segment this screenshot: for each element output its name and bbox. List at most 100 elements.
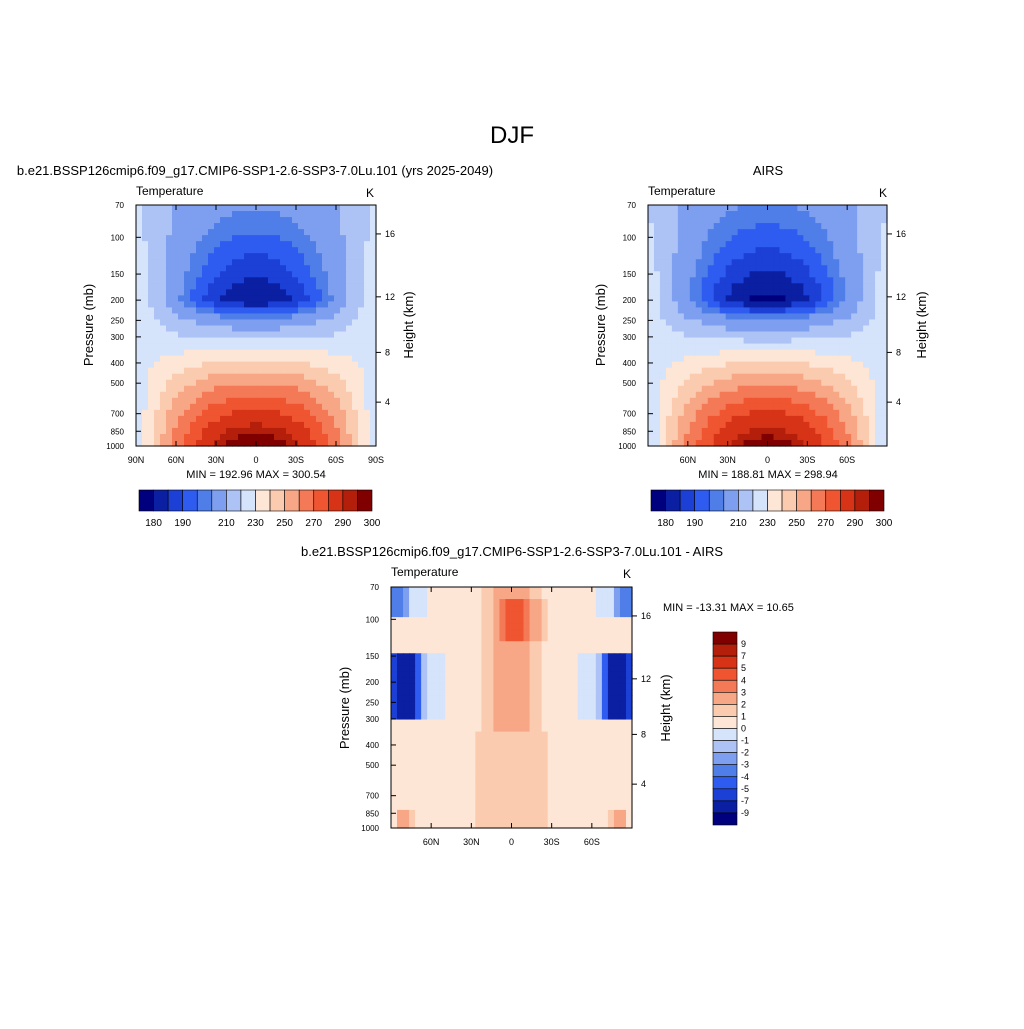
field-cell <box>666 313 673 320</box>
field-cell <box>690 301 697 308</box>
field-cell <box>274 356 281 363</box>
field-cell <box>809 368 816 375</box>
field-cell <box>445 659 452 666</box>
field-cell <box>845 338 852 345</box>
field-cell <box>542 726 549 733</box>
field-cell <box>298 307 305 314</box>
field-cell <box>457 816 464 823</box>
field-cell <box>542 641 549 648</box>
y2-tick-label: 16 <box>896 229 906 239</box>
field-cell <box>250 362 257 369</box>
field-cell <box>560 816 567 823</box>
field-cell <box>654 265 661 272</box>
field-cell <box>821 211 828 218</box>
field-cell <box>863 319 870 326</box>
field-cell <box>220 223 227 230</box>
field-cell <box>214 235 221 242</box>
field-cell <box>548 726 555 733</box>
field-cell <box>524 599 531 606</box>
field-cell <box>779 392 786 399</box>
field-cell <box>857 434 864 441</box>
field-cell <box>590 599 597 606</box>
field-cell <box>596 804 603 811</box>
field-cell <box>322 253 329 260</box>
field-cell <box>160 223 167 230</box>
field-cell <box>244 229 251 236</box>
field-cell <box>148 295 155 302</box>
field-cell <box>827 301 834 308</box>
field-cell <box>160 277 167 284</box>
field-cell <box>166 404 173 411</box>
field-cell <box>596 762 603 769</box>
field-cell <box>875 265 882 272</box>
field-cell <box>768 301 775 308</box>
field-cell <box>803 386 810 393</box>
field-cell <box>572 611 579 618</box>
field-cell <box>403 732 410 739</box>
field-cell <box>542 623 549 630</box>
field-cell <box>334 404 341 411</box>
field-cell <box>672 350 679 357</box>
field-cell <box>678 398 685 405</box>
field-cell <box>596 798 603 805</box>
field-cell <box>220 350 227 357</box>
field-cell <box>403 756 410 763</box>
field-cell <box>560 726 567 733</box>
field-cell <box>797 217 804 224</box>
field-cell <box>487 599 494 606</box>
field-cell <box>280 386 287 393</box>
field-cell <box>768 344 775 351</box>
field-cell <box>148 271 155 278</box>
field-cell <box>648 265 655 272</box>
field-cell <box>542 635 549 642</box>
field-cell <box>184 301 191 308</box>
field-cell <box>732 326 739 333</box>
field-cell <box>214 428 221 435</box>
field-cell <box>744 368 751 375</box>
field-cell <box>184 398 191 405</box>
field-cell <box>797 271 804 278</box>
field-cell <box>493 587 500 594</box>
field-cell <box>172 289 179 296</box>
field-cell <box>530 798 537 805</box>
field-cell <box>512 695 519 702</box>
field-cell <box>415 653 422 660</box>
field-cell <box>696 410 703 417</box>
field-cell <box>750 259 757 266</box>
field-cell <box>457 768 464 775</box>
field-cell <box>220 404 227 411</box>
field-cell <box>803 205 810 212</box>
field-cell <box>439 683 446 690</box>
field-cell <box>690 277 697 284</box>
field-cell <box>578 587 585 594</box>
field-cell <box>481 726 488 733</box>
field-cell <box>821 344 828 351</box>
field-cell <box>678 289 685 296</box>
field-cell <box>391 617 398 624</box>
field-cell <box>292 332 299 339</box>
field-cell <box>714 332 721 339</box>
field-cell <box>463 798 470 805</box>
field-cell <box>421 641 428 648</box>
colorbar-swatch <box>183 490 198 511</box>
field-cell <box>720 422 727 429</box>
field-cell <box>791 362 798 369</box>
field-cell <box>654 380 661 387</box>
field-cell <box>298 259 305 266</box>
field-cell <box>536 677 543 684</box>
field-cell <box>304 247 311 254</box>
field-cell <box>726 386 733 393</box>
field-cell <box>487 629 494 636</box>
field-cell <box>427 665 434 672</box>
field-cell <box>286 356 293 363</box>
field-cell <box>666 283 673 290</box>
field-cell <box>690 356 697 363</box>
field-cell <box>214 368 221 375</box>
field-cell <box>839 428 846 435</box>
field-cell <box>815 259 822 266</box>
field-cell <box>493 714 500 721</box>
field-cell <box>397 786 404 793</box>
field-cell <box>286 428 293 435</box>
field-cell <box>220 428 227 435</box>
field-cell <box>744 362 751 369</box>
